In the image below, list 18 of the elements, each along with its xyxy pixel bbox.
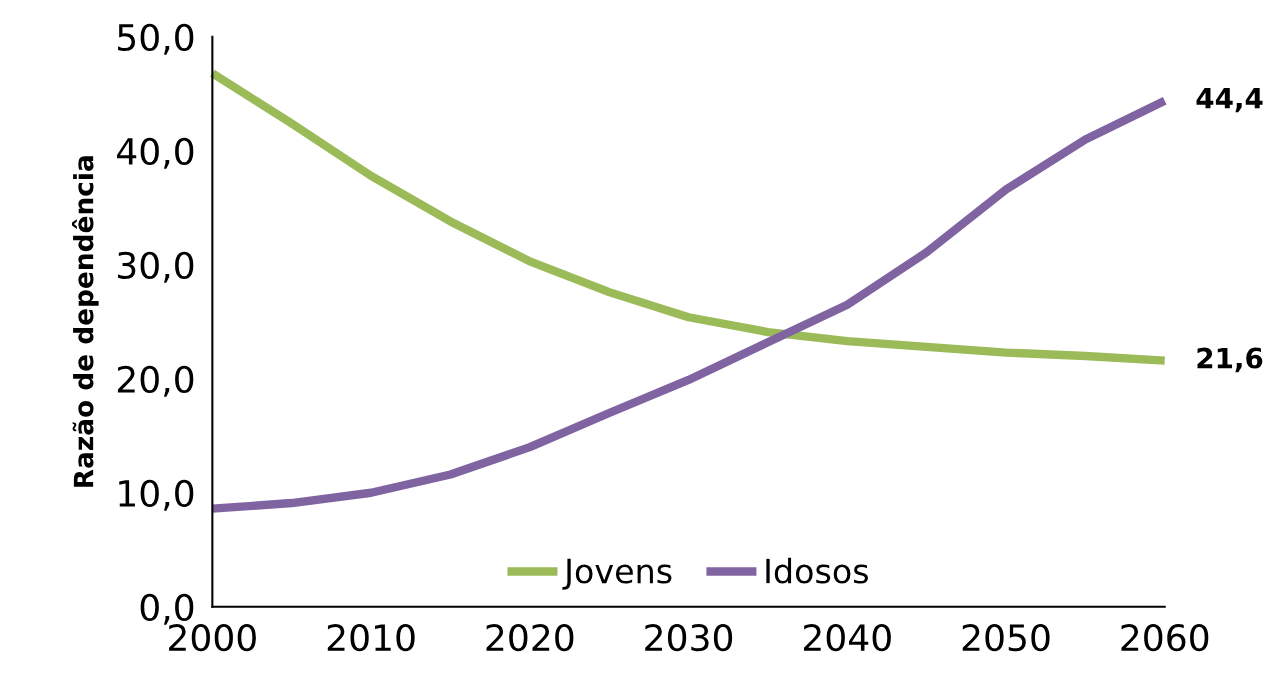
data-label: 44,4 bbox=[1196, 88, 1263, 113]
x-tick-label: 2000 bbox=[169, 624, 256, 652]
y-tick-label: 40,0 bbox=[117, 137, 194, 169]
legend-label: Idosos bbox=[766, 557, 868, 584]
x-tick-label: 2040 bbox=[803, 624, 891, 652]
y-tick-label: 30,0 bbox=[118, 251, 194, 283]
x-tick-label: 2050 bbox=[962, 624, 1050, 652]
x-tick-label: 2020 bbox=[486, 624, 574, 652]
y-tick-label: 0,0 bbox=[140, 593, 194, 625]
y-axis-title: Razão de dependência bbox=[72, 156, 99, 487]
x-tick-label: 2060 bbox=[1121, 624, 1209, 652]
y-tick-label: 10,0 bbox=[119, 479, 194, 511]
legend-label: Jovens bbox=[562, 558, 672, 590]
x-tick-label: 2030 bbox=[645, 624, 733, 652]
data-label: 21,6 bbox=[1197, 347, 1263, 373]
y-tick-label: 20,0 bbox=[117, 365, 194, 397]
y-tick-label: 50,0 bbox=[118, 23, 194, 55]
x-tick-label: 2010 bbox=[327, 624, 415, 652]
